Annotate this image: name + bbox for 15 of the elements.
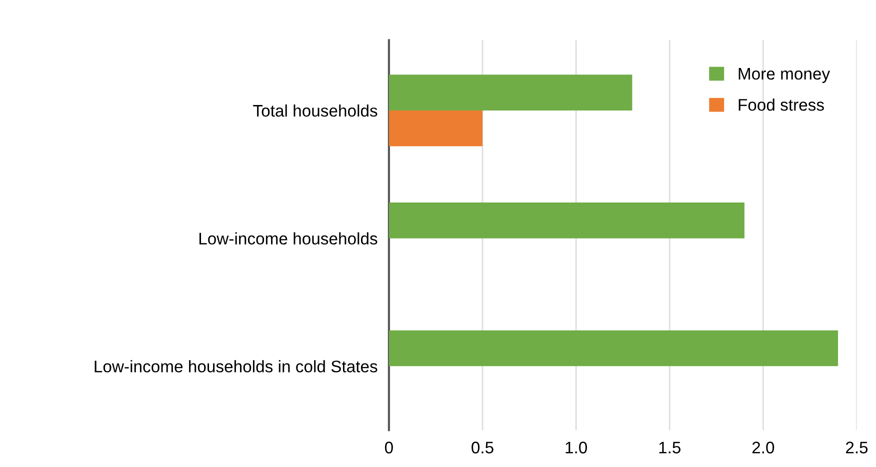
bar — [388, 74, 632, 110]
y-tick-label: Total households — [253, 104, 378, 117]
x-tick-label: 0 — [384, 442, 393, 454]
bar — [388, 330, 838, 366]
y-tick-label: Low-income households — [199, 232, 378, 245]
bar — [388, 110, 482, 146]
x-tick-label: 2.5 — [846, 442, 868, 454]
legend-label: Food stress — [738, 98, 824, 111]
y-tick-label: Low-income households in cold States — [94, 360, 378, 372]
x-tick-label: 1.0 — [566, 442, 587, 454]
bar — [388, 202, 744, 238]
x-tick-label: 2.0 — [752, 442, 774, 454]
x-tick-label: 0.5 — [472, 442, 494, 454]
x-tick-label: 1.5 — [659, 442, 680, 454]
legend-label: More money — [738, 68, 830, 83]
